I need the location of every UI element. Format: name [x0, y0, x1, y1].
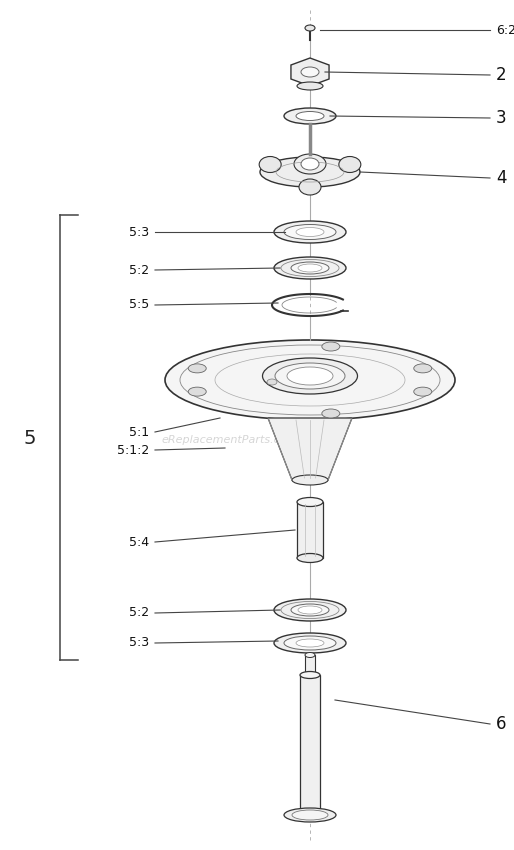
- Ellipse shape: [339, 156, 361, 173]
- Text: 3: 3: [496, 109, 507, 127]
- Ellipse shape: [275, 363, 345, 389]
- Ellipse shape: [299, 179, 321, 195]
- Ellipse shape: [274, 221, 346, 243]
- Ellipse shape: [165, 340, 455, 420]
- Ellipse shape: [188, 387, 206, 396]
- Ellipse shape: [301, 158, 319, 170]
- Text: 5:3: 5:3: [129, 225, 149, 239]
- Ellipse shape: [274, 633, 346, 653]
- Ellipse shape: [322, 409, 340, 418]
- Ellipse shape: [297, 553, 323, 563]
- Text: 6: 6: [496, 715, 506, 733]
- Ellipse shape: [322, 342, 340, 351]
- Ellipse shape: [284, 636, 336, 650]
- Text: 2: 2: [496, 66, 507, 84]
- Ellipse shape: [298, 264, 322, 272]
- Ellipse shape: [297, 82, 323, 90]
- Ellipse shape: [292, 810, 328, 820]
- Ellipse shape: [267, 379, 277, 385]
- Ellipse shape: [287, 367, 333, 385]
- Ellipse shape: [298, 606, 322, 614]
- Text: 6:2: 6:2: [496, 24, 514, 37]
- Ellipse shape: [291, 604, 329, 616]
- Ellipse shape: [259, 156, 281, 173]
- Text: 5:1:2: 5:1:2: [117, 444, 149, 456]
- Ellipse shape: [294, 154, 326, 174]
- Ellipse shape: [296, 639, 324, 647]
- Ellipse shape: [284, 108, 336, 124]
- Ellipse shape: [274, 599, 346, 621]
- Ellipse shape: [291, 262, 329, 274]
- FancyBboxPatch shape: [300, 675, 320, 815]
- Ellipse shape: [305, 25, 315, 31]
- Ellipse shape: [296, 111, 324, 121]
- Ellipse shape: [414, 364, 432, 373]
- Text: 5:2: 5:2: [129, 264, 149, 276]
- Text: eReplacementParts.com: eReplacementParts.com: [162, 435, 298, 445]
- Text: 5:4: 5:4: [129, 536, 149, 548]
- Text: 4: 4: [496, 169, 506, 187]
- Ellipse shape: [263, 358, 358, 394]
- Ellipse shape: [301, 67, 319, 77]
- Ellipse shape: [188, 364, 206, 373]
- Ellipse shape: [260, 157, 360, 187]
- Ellipse shape: [296, 228, 324, 236]
- FancyBboxPatch shape: [305, 655, 315, 675]
- Text: 5:1: 5:1: [129, 426, 149, 439]
- Text: 5: 5: [24, 428, 36, 447]
- Text: 5:2: 5:2: [129, 607, 149, 620]
- Ellipse shape: [305, 653, 315, 658]
- Polygon shape: [291, 58, 329, 86]
- Ellipse shape: [297, 497, 323, 507]
- Ellipse shape: [300, 672, 320, 678]
- Ellipse shape: [274, 257, 346, 279]
- FancyBboxPatch shape: [297, 502, 323, 558]
- Ellipse shape: [414, 387, 432, 396]
- Text: 5:5: 5:5: [128, 298, 149, 311]
- Ellipse shape: [284, 808, 336, 822]
- Polygon shape: [268, 418, 352, 480]
- Ellipse shape: [292, 475, 328, 485]
- Ellipse shape: [284, 224, 336, 240]
- Text: 5:3: 5:3: [129, 637, 149, 649]
